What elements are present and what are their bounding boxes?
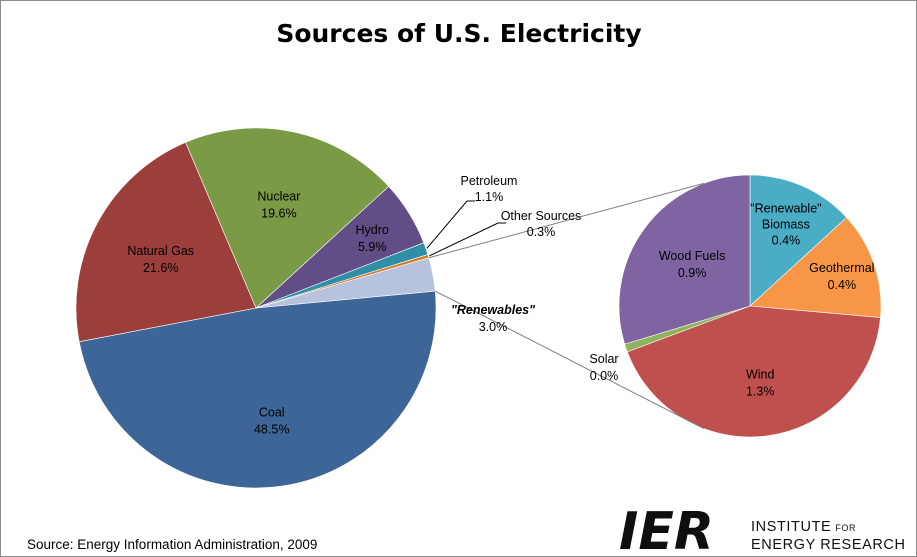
label-wood-fuels: Wood Fuels <box>659 249 725 263</box>
pie-labels: Coal 48.5% Natural Gas 21.6% Nuclear 19.6% Hyd… <box>127 174 874 436</box>
slice-wood-fuels <box>618 174 751 345</box>
value-renewables: 3.0% <box>479 320 508 334</box>
ier-logo: IER INSTITUTE FOR ENERGY RESEARCH <box>619 502 906 556</box>
slice-wind <box>626 305 881 438</box>
label2-renewable-biomass: Biomass <box>762 217 810 231</box>
value-renewable-biomass: 0.4% <box>772 233 801 247</box>
chart-title: Sources of U.S. Electricity <box>276 19 641 48</box>
renewables-pie <box>618 174 882 438</box>
ier-logo-for: FOR <box>835 523 856 533</box>
value-wind: 1.3% <box>746 384 775 398</box>
ier-logo-line1: INSTITUTE FOR <box>751 519 856 535</box>
value-other-sources: 0.3% <box>527 225 556 239</box>
ier-logo-institute: INSTITUTE <box>751 519 831 535</box>
value-hydro: 5.9% <box>358 240 387 254</box>
source-note: Source: Energy Information Administratio… <box>27 537 317 552</box>
slice-renewables <box>255 257 436 309</box>
label-petroleum: Petroleum <box>461 174 518 188</box>
slice-natural-gas <box>75 141 257 343</box>
label-geothermal: Geothermal <box>809 261 874 275</box>
value-natural-gas: 21.6% <box>143 261 178 275</box>
label-renewables: "Renewables" <box>451 303 536 317</box>
leader-other-sources <box>429 222 506 257</box>
label-renewable-biomass: "Renewable" <box>750 201 821 215</box>
label-nuclear: Nuclear <box>257 189 300 203</box>
slice-geothermal <box>749 217 882 318</box>
connector-bottom <box>434 290 705 430</box>
label-other-sources: Other Sources <box>501 209 582 223</box>
label-coal: Coal <box>259 405 285 419</box>
main-pie <box>75 127 437 489</box>
value-wood-fuels: 0.9% <box>678 266 707 280</box>
slice-coal <box>78 290 437 489</box>
slice-nuclear <box>185 127 390 309</box>
label-wind: Wind <box>746 367 775 381</box>
connector-top <box>428 182 704 259</box>
value-coal: 48.5% <box>254 422 289 436</box>
label-hydro: Hydro <box>356 223 389 237</box>
slice-renewable-biomass <box>749 174 848 307</box>
ier-logo-mark: IER <box>619 502 714 556</box>
label-solar: Solar <box>589 352 618 366</box>
value-nuclear: 19.6% <box>261 206 296 220</box>
value-petroleum: 1.1% <box>475 190 504 204</box>
ier-logo-line2: ENERGY RESEARCH <box>751 537 906 553</box>
leader-petroleum <box>426 200 475 249</box>
pie-connector-lines <box>426 182 705 430</box>
value-solar: 0.0% <box>590 369 619 383</box>
label-natural-gas: Natural Gas <box>127 244 194 258</box>
value-geothermal: 0.4% <box>828 278 857 292</box>
